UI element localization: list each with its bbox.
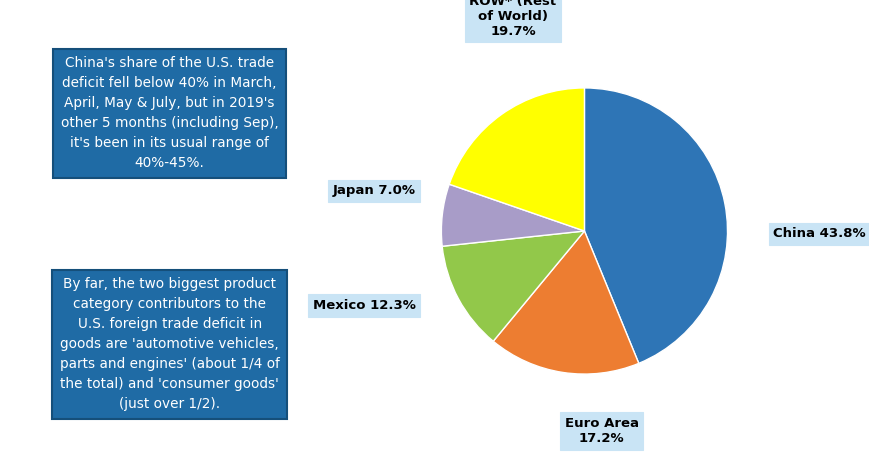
Wedge shape	[584, 88, 726, 363]
Text: Mexico 12.3%: Mexico 12.3%	[312, 299, 415, 312]
Text: Japan 7.0%: Japan 7.0%	[332, 184, 415, 197]
Wedge shape	[441, 231, 584, 341]
Text: By far, the two biggest product
category contributors to the
U.S. foreign trade : By far, the two biggest product category…	[60, 277, 279, 411]
Text: Euro Area
17.2%: Euro Area 17.2%	[564, 417, 638, 445]
Wedge shape	[448, 88, 584, 231]
Wedge shape	[493, 231, 638, 374]
Text: China's share of the U.S. trade
deficit fell below 40% in March,
April, May & Ju: China's share of the U.S. trade deficit …	[61, 56, 278, 170]
Wedge shape	[441, 184, 584, 246]
Text: ROW* (Rest
of World)
19.7%: ROW* (Rest of World) 19.7%	[468, 0, 556, 38]
Text: China 43.8%: China 43.8%	[773, 227, 865, 240]
